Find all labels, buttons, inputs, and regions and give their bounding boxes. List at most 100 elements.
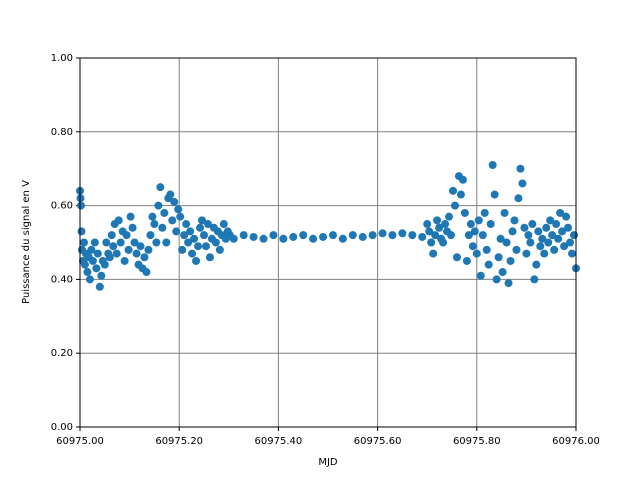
point bbox=[544, 238, 553, 247]
point bbox=[448, 186, 457, 195]
point bbox=[170, 197, 179, 206]
point bbox=[480, 208, 489, 217]
point bbox=[520, 223, 529, 232]
point bbox=[492, 275, 501, 284]
point bbox=[79, 238, 88, 247]
point bbox=[516, 164, 525, 173]
point bbox=[186, 227, 195, 236]
point bbox=[249, 232, 258, 241]
point bbox=[168, 216, 177, 225]
point bbox=[558, 227, 567, 236]
point bbox=[211, 238, 220, 247]
point bbox=[530, 275, 539, 284]
point bbox=[122, 231, 131, 240]
point bbox=[174, 205, 183, 214]
point bbox=[445, 212, 454, 221]
point bbox=[107, 231, 116, 240]
point bbox=[570, 231, 579, 240]
point bbox=[476, 271, 485, 280]
point bbox=[556, 208, 565, 217]
point bbox=[500, 208, 509, 217]
point bbox=[554, 234, 563, 243]
x-axis-label: MJD bbox=[318, 457, 338, 468]
x-tick-label: 60975.00 bbox=[56, 436, 104, 447]
x-tick-label: 60975.60 bbox=[354, 436, 402, 447]
point bbox=[239, 231, 248, 240]
point bbox=[116, 238, 125, 247]
point bbox=[542, 223, 551, 232]
point bbox=[528, 220, 537, 229]
point bbox=[425, 227, 434, 236]
point bbox=[508, 227, 517, 236]
point bbox=[494, 253, 503, 262]
point bbox=[154, 201, 163, 210]
point bbox=[85, 275, 94, 284]
point bbox=[259, 234, 268, 243]
point bbox=[184, 238, 193, 247]
point bbox=[398, 229, 407, 238]
point bbox=[423, 220, 432, 229]
point bbox=[279, 234, 288, 243]
x-tick-label: 60976.00 bbox=[552, 436, 600, 447]
point bbox=[219, 220, 228, 229]
point bbox=[546, 216, 555, 225]
point bbox=[124, 245, 133, 254]
point bbox=[526, 238, 535, 247]
point bbox=[319, 232, 328, 241]
point bbox=[105, 253, 114, 262]
point bbox=[439, 238, 448, 247]
point bbox=[458, 175, 467, 184]
point bbox=[514, 194, 523, 203]
point bbox=[114, 216, 123, 225]
point bbox=[269, 231, 278, 240]
point bbox=[388, 231, 397, 240]
point bbox=[200, 231, 208, 240]
point bbox=[83, 268, 92, 277]
point bbox=[433, 216, 442, 225]
point bbox=[447, 231, 456, 240]
point bbox=[522, 249, 531, 258]
point bbox=[140, 253, 149, 262]
point bbox=[198, 216, 207, 225]
point bbox=[178, 245, 187, 254]
point bbox=[100, 260, 109, 269]
plot-frame bbox=[79, 57, 577, 428]
point bbox=[460, 208, 469, 217]
y-tick-label: 1.00 bbox=[51, 53, 73, 64]
point bbox=[338, 234, 347, 243]
point bbox=[524, 231, 533, 240]
point bbox=[95, 282, 104, 291]
point bbox=[358, 232, 367, 241]
point bbox=[538, 234, 547, 243]
point bbox=[158, 223, 167, 232]
point bbox=[550, 245, 559, 254]
point bbox=[146, 231, 155, 240]
point bbox=[518, 179, 527, 188]
point bbox=[102, 238, 111, 247]
point bbox=[427, 238, 436, 247]
point bbox=[474, 216, 483, 225]
y-tick-label: 0.60 bbox=[51, 201, 73, 212]
point bbox=[76, 201, 85, 210]
point bbox=[309, 234, 318, 243]
point bbox=[188, 249, 197, 258]
point bbox=[192, 256, 201, 265]
point bbox=[156, 183, 165, 192]
point bbox=[456, 190, 465, 199]
x-tick-label: 60975.20 bbox=[155, 436, 203, 447]
point bbox=[534, 227, 543, 236]
point bbox=[478, 231, 487, 240]
point bbox=[418, 232, 427, 241]
point bbox=[196, 223, 205, 232]
point bbox=[328, 231, 337, 240]
point bbox=[289, 232, 298, 241]
point bbox=[130, 238, 139, 247]
point bbox=[150, 220, 159, 229]
point bbox=[564, 223, 573, 232]
point bbox=[506, 256, 515, 265]
point bbox=[441, 220, 450, 229]
point bbox=[486, 220, 495, 229]
point bbox=[205, 253, 214, 262]
point bbox=[532, 260, 541, 269]
